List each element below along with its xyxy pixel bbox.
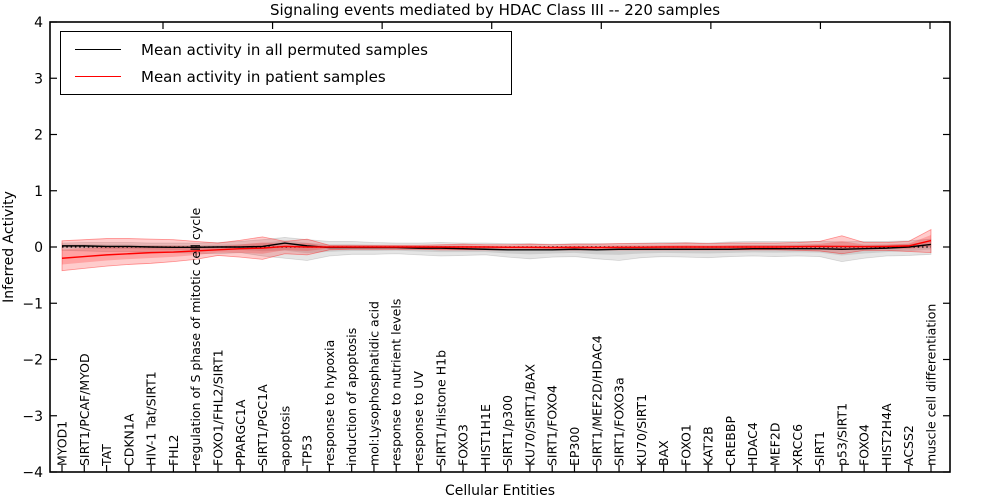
legend-label-patient: Mean activity in patient samples (141, 67, 386, 86)
legend-swatch-permuted-line (75, 49, 121, 50)
legend-label-permuted: Mean activity in all permuted samples (141, 40, 428, 59)
y-tick-label: 2 (34, 128, 43, 144)
patient-sample-range-outer (61, 228, 932, 272)
x-tick-label: KAT2B (701, 426, 716, 466)
y-tick-label: 3 (34, 71, 43, 87)
x-tick-label: response to hypoxia (322, 340, 337, 466)
x-tick-label: PPARGC1A (233, 399, 248, 466)
x-tick-label: muscle cell differentiation (924, 304, 939, 466)
x-tick-label: KU70/SIRT1 (634, 394, 649, 466)
x-tick-label: regulation of S phase of mitotic cell cy… (188, 207, 203, 466)
x-tick-label: apoptosis (277, 406, 292, 466)
y-tick-label: 1 (34, 184, 43, 200)
patient-mean-line (61, 239, 932, 259)
x-tick-label: MYOD1 (55, 421, 70, 466)
x-tick-label: BAX (656, 440, 671, 466)
y-tick-label: −1 (22, 296, 43, 312)
x-tick-label: CREBBP (723, 416, 738, 466)
x-tick-label: SIRT1/Histone H1b (433, 350, 448, 466)
legend-entry-permuted: Mean activity in all permuted samples (75, 37, 511, 63)
legend-swatch-patient-line (75, 76, 121, 77)
x-tick-label: response to UV (411, 371, 426, 466)
x-tick-label: FOXO3 (456, 424, 471, 466)
x-tick-label: FHL2 (166, 434, 181, 466)
x-tick-label: FOXO1 (678, 424, 693, 466)
legend: Mean activity in all permuted samples Me… (60, 31, 512, 95)
legend-entry-patient: Mean activity in patient samples (75, 64, 511, 90)
x-tick-label: SIRT1/MEF2D/HDAC4 (589, 335, 604, 466)
x-tick-label: SIRT1/PCAF/MYOD (77, 353, 92, 466)
x-tick-label: ACSS2 (901, 425, 916, 466)
x-tick-label: response to nutrient levels (389, 299, 404, 466)
x-tick-label: SIRT1/FOXO3a (612, 377, 627, 466)
x-tick-label: mol:Lysophosphatidic acid (366, 301, 381, 466)
x-tick-label: XRCC6 (790, 424, 805, 466)
x-tick-label: HIV-1 Tat/SIRT1 (144, 371, 159, 466)
x-tick-label: TP53 (300, 435, 315, 467)
x-tick-label: FOXO1/FHL2/SIRT1 (210, 349, 225, 466)
chart-title: Signaling events mediated by HDAC Class … (270, 1, 720, 19)
permuted-mean-line (62, 242, 932, 251)
x-tick-label: SIRT1/FOXO4 (545, 385, 560, 466)
y-tick-label: 0 (34, 240, 43, 256)
x-tick-label: FOXO4 (857, 424, 872, 466)
x-tick-label: EP300 (567, 427, 582, 466)
y-tick-label: −2 (22, 353, 43, 369)
y-tick-label: 4 (34, 15, 43, 31)
x-tick-label: SIRT1/p300 (500, 395, 515, 466)
x-axis-label: Cellular Entities (445, 483, 555, 499)
x-tick-label: SIRT1 (812, 431, 827, 466)
chart-layers: 4 3 2 1 0 −1 −2 −3 −4 MYOD1 SIRT1/PCAF/MYOD TAT CDKN… (22, 15, 951, 481)
x-tick-label: HIST2H4A (879, 403, 894, 466)
patient-sample-range-inner (62, 235, 931, 265)
x-tick-label: MEF2D (768, 423, 783, 466)
y-tick-label: −3 (22, 409, 43, 425)
x-tick-label: induction of apoptosis (344, 328, 359, 466)
x-tick-label: HDAC4 (745, 422, 760, 466)
x-tick-label: CDKN1A (121, 413, 136, 466)
y-axis-label: Inferred Activity (1, 191, 17, 303)
y-tick-label: −4 (22, 465, 43, 481)
x-tick-label: TAT (99, 444, 114, 467)
x-tick-label: KU70/SIRT1/BAX (522, 364, 537, 466)
x-tick-label: HIST1H1E (478, 404, 493, 466)
x-tick-label: SIRT1/PGC1A (255, 384, 270, 466)
x-tick-label: p53/SIRT1 (834, 403, 849, 466)
